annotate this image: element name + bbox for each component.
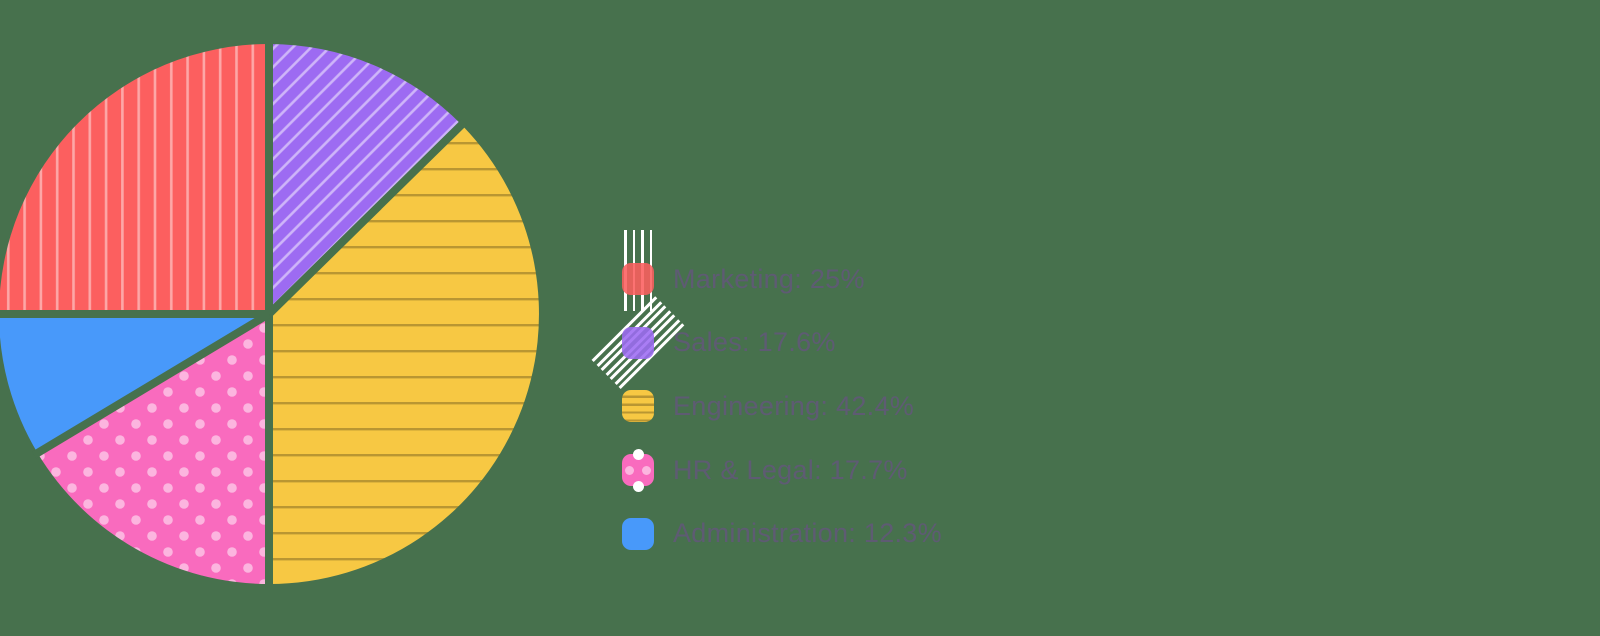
legend-swatch-engineering [622, 390, 654, 423]
legend-item-sales[interactable]: Sales: 17.6% [591, 296, 942, 389]
legend-swatch-administration [622, 517, 654, 550]
dot-pattern [642, 465, 651, 475]
legend-item-hr-legal[interactable]: HR & Legal: 17.7% [622, 448, 942, 492]
legend-item-marketing[interactable]: Marketing: 25% [622, 230, 942, 311]
chart-legend: Marketing: 25% Sales: 17.6% Engineering:… [591, 230, 942, 550]
legend-label-engineering: Engineering: 42.4% [673, 390, 915, 421]
dot-pattern [624, 465, 634, 475]
slice-separator [32, 310, 272, 459]
pie-slice-marketing[interactable] [0, 44, 269, 314]
legend-swatch-hr-legal [622, 448, 654, 492]
legend-item-engineering[interactable]: Engineering: 42.4% [622, 390, 942, 423]
engineering-color-swatch [622, 390, 654, 423]
legend-label-marketing: Marketing: 25% [673, 263, 865, 294]
legend-label-hr-legal: HR & Legal: 17.7% [673, 454, 908, 485]
pie-slice-hr-legal[interactable] [37, 314, 269, 584]
pie-slice-engineering[interactable] [269, 124, 539, 585]
administration-color-swatch [622, 517, 654, 550]
pie-slice-administration[interactable] [0, 314, 269, 454]
legend-swatch-marketing [622, 230, 654, 311]
legend-label-sales: Sales: 17.6% [673, 327, 836, 358]
legend-label-administration: Administration: 12.3% [673, 518, 942, 549]
dot-pattern-overflow [632, 448, 644, 460]
marketing-color-swatch [622, 263, 654, 295]
dot-pattern-overflow [632, 480, 644, 492]
legend-item-administration[interactable]: Administration: 12.3% [622, 517, 942, 550]
slice-separator [266, 119, 468, 317]
legend-swatch-sales [591, 296, 685, 389]
sales-color-swatch [622, 326, 654, 359]
pie-slice-sales[interactable] [269, 44, 462, 314]
